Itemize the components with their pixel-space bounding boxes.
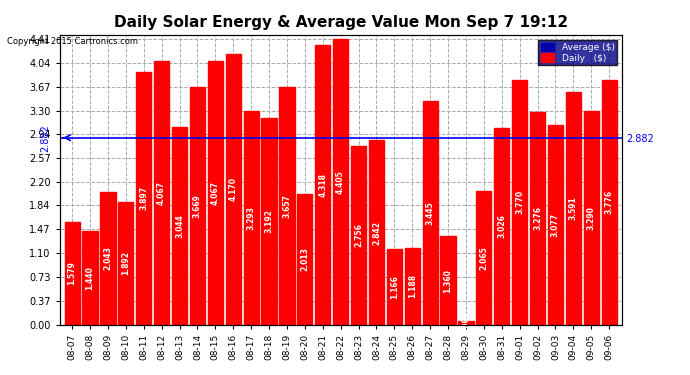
Text: 2.065: 2.065 [480,246,489,270]
Text: 1.166: 1.166 [390,275,399,299]
Bar [476,191,491,325]
Title: Daily Solar Energy & Average Value Mon Sep 7 19:12: Daily Solar Energy & Average Value Mon S… [114,15,568,30]
Text: 3.776: 3.776 [604,190,613,214]
Text: 3.897: 3.897 [139,186,148,210]
Text: 3.591: 3.591 [569,196,578,220]
Bar [351,146,366,325]
Text: 2.756: 2.756 [354,224,363,247]
Text: 2.013: 2.013 [300,248,309,272]
Text: 4.170: 4.170 [228,177,238,201]
Bar [386,249,402,325]
Bar [279,87,295,325]
Bar [566,92,581,325]
Text: 3.445: 3.445 [426,201,435,225]
Bar [262,118,277,325]
Bar [584,111,599,325]
Text: 3.290: 3.290 [586,206,595,230]
Bar [136,72,151,325]
Legend: Average ($), Daily   ($): Average ($), Daily ($) [538,40,617,65]
Bar [440,237,455,325]
Text: 1.188: 1.188 [408,274,417,298]
Text: 4.405: 4.405 [336,170,345,194]
Bar [154,61,169,325]
Text: 4.318: 4.318 [318,172,327,196]
Bar [548,125,563,325]
Bar [602,80,617,325]
Text: 1.440: 1.440 [86,266,95,290]
Text: 2.882: 2.882 [41,124,50,152]
Text: 2.043: 2.043 [104,246,112,270]
Bar [100,192,115,325]
Bar [404,248,420,325]
Text: 3.669: 3.669 [193,194,202,217]
Bar [244,111,259,325]
Text: 1.892: 1.892 [121,251,130,275]
Text: 3.293: 3.293 [246,206,255,230]
Bar [530,112,545,325]
Bar [333,39,348,325]
Bar [82,231,97,325]
Text: 4.067: 4.067 [211,181,220,205]
Text: 3.276: 3.276 [533,207,542,231]
Text: 3.192: 3.192 [264,209,273,233]
Text: 3.044: 3.044 [175,214,184,238]
Bar [190,87,205,325]
Text: 3.026: 3.026 [497,214,506,238]
Text: 3.657: 3.657 [282,194,291,218]
Text: 0.060: 0.060 [462,311,471,335]
Bar [458,321,473,325]
Text: 3.077: 3.077 [551,213,560,237]
Bar [226,54,241,325]
Bar [369,140,384,325]
Bar [315,45,331,325]
Text: 1.579: 1.579 [68,261,77,285]
Bar [118,202,133,325]
Bar [422,101,437,325]
Text: 2.842: 2.842 [372,220,381,245]
Bar [64,222,80,325]
Bar [172,127,187,325]
Bar [512,80,527,325]
Bar [208,61,223,325]
Text: 4.067: 4.067 [157,181,166,205]
Text: Copyright 2015 Cartronics.com: Copyright 2015 Cartronics.com [7,38,138,46]
Text: 1.360: 1.360 [444,268,453,292]
Bar [297,194,313,325]
Text: 3.770: 3.770 [515,190,524,214]
Bar [494,128,509,325]
